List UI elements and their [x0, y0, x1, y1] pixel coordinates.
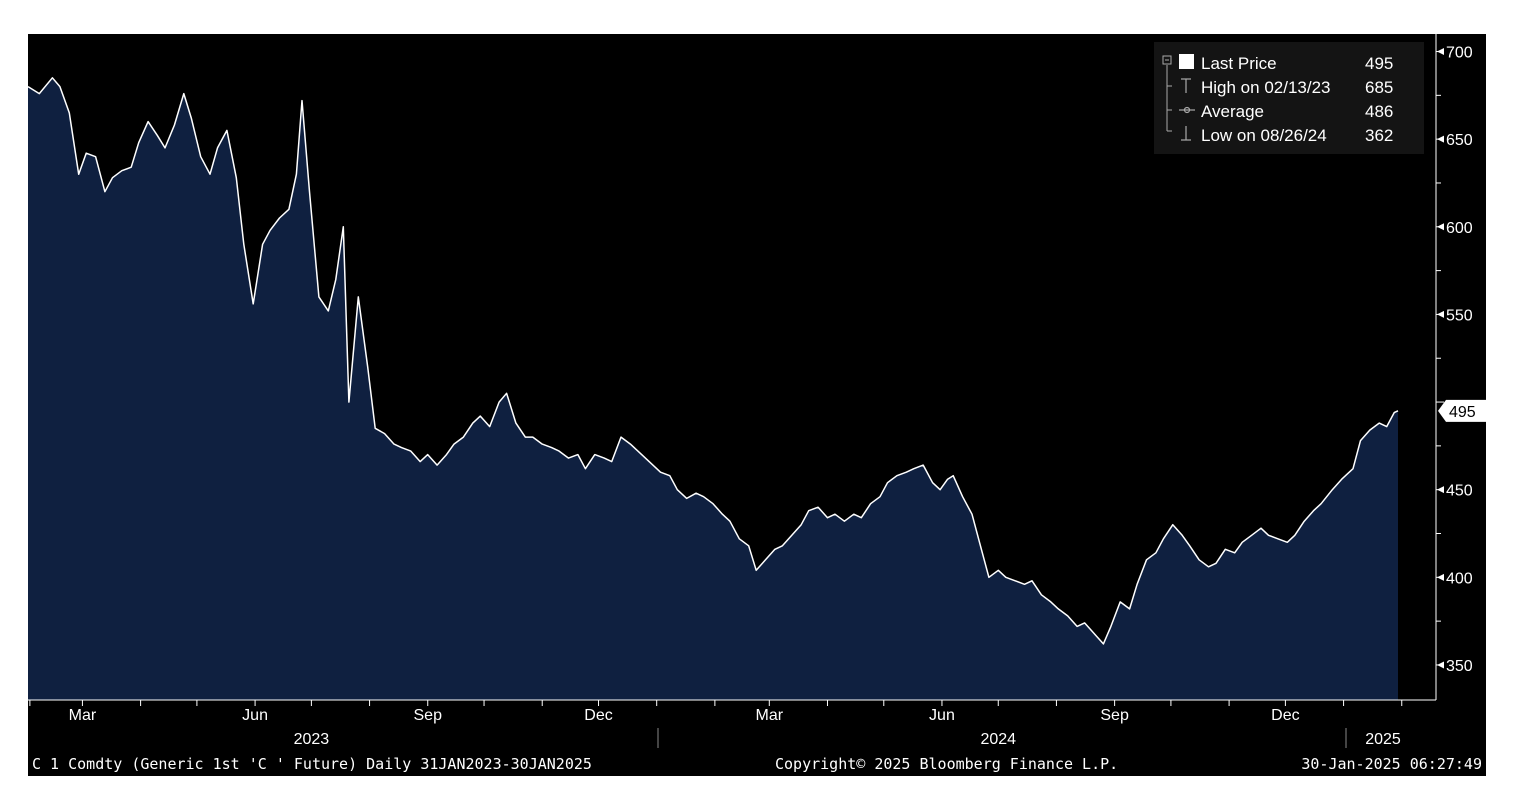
x-month-label: Jun — [929, 707, 955, 724]
footer-copyright: Copyright© 2025 Bloomberg Finance L.P. — [775, 755, 1118, 773]
y-tick-arrow-icon — [1437, 661, 1444, 669]
x-month-label: Sep — [414, 707, 443, 724]
last-price-tag-value: 495 — [1449, 404, 1476, 421]
legend-last-price-label: Last Price — [1201, 54, 1277, 73]
price-line — [28, 77, 1399, 645]
y-tick-label: 600 — [1446, 220, 1473, 237]
low-marker-icon — [1181, 126, 1191, 141]
x-month-label: Sep — [1100, 707, 1129, 724]
y-tick-arrow-icon — [1437, 135, 1444, 143]
legend-tree-icon — [1162, 55, 1172, 132]
footer-security-description: C 1 Comdty (Generic 1st 'C ' Future) Dai… — [32, 755, 592, 773]
last-price-tag-shape — [1438, 399, 1486, 422]
legend: Last Price 495 High on 02/13/23 685 Aver… — [1154, 42, 1424, 154]
x-axis: Mar Jun Sep Dec Mar Jun Sep Dec 2023 2024 2025 — [29, 700, 1403, 748]
last-price-swatch-icon — [1179, 54, 1194, 69]
chart-frame: 350 400 450 550 600 650 700 Mar Jun Sep Dec Mar Jun… — [28, 34, 1486, 776]
x-year-label: 2024 — [980, 731, 1016, 748]
y-tick-arrow-icon — [1437, 48, 1444, 56]
y-tick-label: 550 — [1446, 307, 1473, 324]
x-year-label: 2025 — [1365, 731, 1401, 748]
legend-last-price-value: 495 — [1365, 54, 1393, 73]
legend-box — [1154, 42, 1424, 154]
x-month-label: Dec — [584, 707, 612, 724]
y-tick-label: 450 — [1446, 483, 1473, 500]
legend-low-label: Low on 08/26/24 — [1201, 126, 1327, 145]
x-year-label: 2023 — [294, 731, 330, 748]
footer-timestamp: 30-Jan-2025 06:27:49 — [1301, 755, 1482, 773]
price-area — [28, 77, 1398, 701]
legend-low-value: 362 — [1365, 126, 1393, 145]
y-tick-label: 400 — [1446, 570, 1473, 587]
x-month-label: Jun — [242, 707, 268, 724]
y-tick-arrow-icon — [1437, 223, 1444, 231]
legend-average-value: 486 — [1365, 102, 1393, 121]
average-marker-icon — [1179, 106, 1195, 114]
x-month-label: Dec — [1271, 707, 1299, 724]
legend-high-label: High on 02/13/23 — [1201, 78, 1331, 97]
y-tick-arrow-icon — [1437, 310, 1444, 318]
y-tick-label: 700 — [1446, 45, 1473, 62]
x-month-label: Mar — [69, 707, 97, 724]
last-price-tag: 495 — [1438, 399, 1486, 422]
legend-average-label: Average — [1201, 102, 1264, 121]
y-tick-arrow-icon — [1437, 573, 1444, 581]
y-tick-label: 350 — [1446, 658, 1473, 675]
y-tick-arrow-icon — [1437, 486, 1444, 494]
price-chart: 350 400 450 550 600 650 700 Mar Jun Sep Dec Mar Jun… — [28, 34, 1486, 773]
legend-high-value: 685 — [1365, 78, 1393, 97]
y-axis: 350 400 450 550 600 650 700 — [1436, 45, 1473, 675]
high-marker-icon — [1181, 78, 1191, 93]
y-tick-label: 650 — [1446, 132, 1473, 149]
x-month-label: Mar — [756, 707, 784, 724]
